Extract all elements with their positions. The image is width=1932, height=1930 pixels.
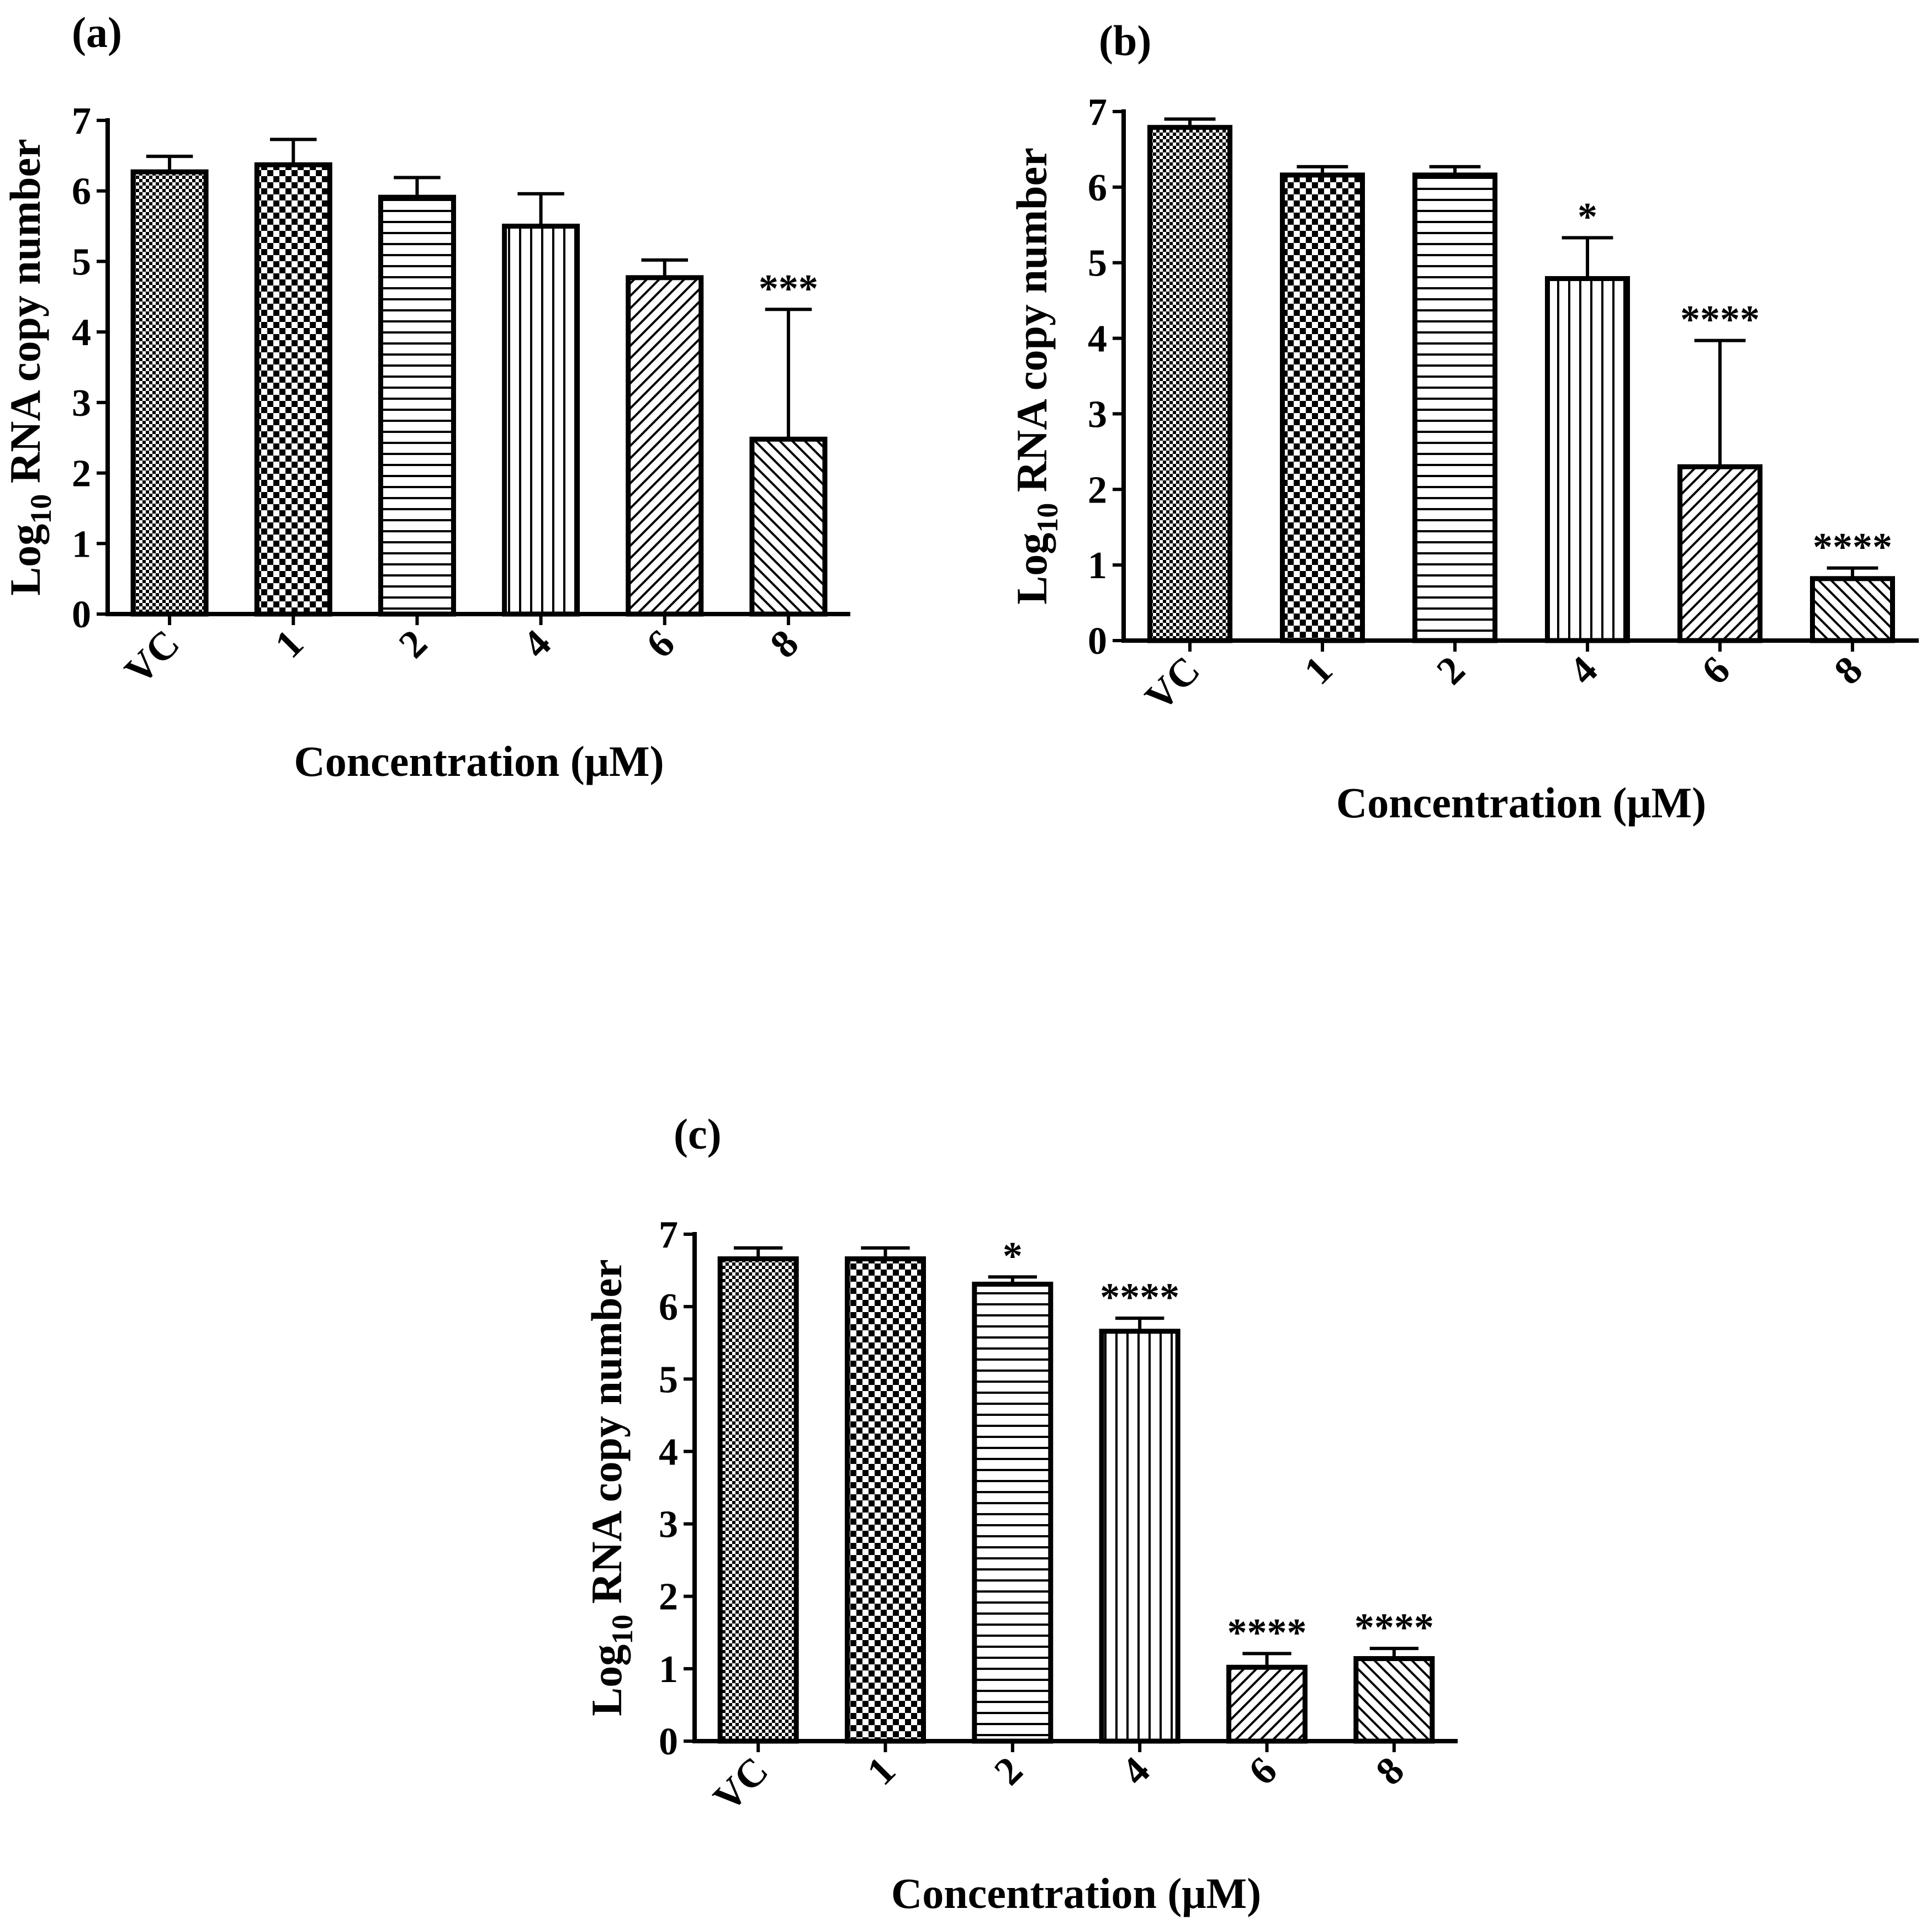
x-tick-label: 4 (1113, 1748, 1158, 1794)
y-tick-label: 4 (659, 1431, 678, 1473)
x-tick-label: 8 (1367, 1748, 1412, 1794)
panel-label: (b) (1099, 17, 1151, 65)
significance-label: **** (1680, 298, 1760, 342)
bar (749, 436, 828, 617)
x-tick-label: 2 (1428, 648, 1473, 693)
y-tick-label: 1 (72, 523, 91, 565)
x-tick-label: 4 (1560, 648, 1606, 693)
y-tick-label: 2 (659, 1576, 678, 1619)
y-tick-label: 2 (72, 453, 91, 495)
x-axis-title: Concentration (μM) (1336, 779, 1706, 827)
y-tick-label: 6 (659, 1286, 678, 1329)
y-axis-title: Log10 RNA copy number (1, 139, 57, 596)
y-tick-label: 6 (72, 171, 91, 213)
y-axis-title-prefix: Log (583, 1645, 631, 1716)
y-tick-label: 0 (659, 1721, 678, 1763)
y-axis-title-prefix: Log (1008, 533, 1056, 605)
y-axis-title-suffix: RNA copy number (583, 1259, 631, 1615)
y-tick-label: 3 (1088, 393, 1107, 436)
y-axis-title: Log10 RNA copy number (583, 1259, 639, 1716)
y-tick-label: 7 (1088, 91, 1107, 134)
x-axis-title: Concentration (μM) (891, 1869, 1261, 1917)
y-tick-label: 0 (72, 594, 91, 636)
panel-label: (c) (674, 1110, 722, 1158)
x-tick-label: 1 (859, 1748, 904, 1794)
bar (717, 1256, 799, 1744)
y-axis-title-subscript: 10 (1031, 503, 1064, 533)
panel-a: (a) Concentration (μM) Log10 RNA copy nu… (1, 8, 850, 785)
y-axis-title-suffix: RNA copy number (1, 139, 49, 494)
y-axis-title: Log10 RNA copy number (1008, 147, 1064, 605)
bar (130, 169, 209, 617)
significance-label: **** (1813, 525, 1892, 569)
x-tick-label: 2 (986, 1748, 1031, 1794)
x-axis-title: Concentration (μM) (294, 737, 664, 785)
y-axis-title-subscript: 10 (606, 1615, 639, 1645)
x-tick-label: 1 (1295, 648, 1341, 693)
x-tick-label: 4 (514, 621, 559, 667)
significance-label: **** (1227, 1610, 1307, 1654)
x-tick-label: VC (116, 621, 188, 693)
y-tick-label: 5 (72, 241, 91, 283)
y-tick-label: 1 (1088, 544, 1107, 587)
x-tick-label: 1 (267, 621, 312, 667)
x-tick-label: 2 (390, 621, 436, 667)
x-tick-label: 6 (1693, 648, 1738, 693)
y-tick-label: 7 (72, 100, 91, 142)
y-tick-label: 0 (1088, 620, 1107, 663)
x-tick-label: 8 (761, 621, 807, 667)
bar (254, 162, 332, 617)
y-tick-label: 2 (1088, 469, 1107, 511)
y-tick-label: 3 (659, 1504, 678, 1546)
bar (1412, 172, 1497, 643)
y-tick-label: 1 (659, 1648, 678, 1691)
bar (1545, 276, 1630, 643)
bar (1280, 172, 1365, 643)
y-tick-label: 4 (1088, 318, 1107, 361)
bar (1810, 576, 1895, 643)
y-axis-title-suffix: RNA copy number (1008, 147, 1056, 503)
y-tick-label: 4 (72, 311, 91, 354)
bar (378, 194, 456, 617)
bar (845, 1256, 926, 1744)
panel-c: (c) Concentration (μM) Log10 RNA copy nu… (583, 1110, 1458, 1917)
panel-b: (b) Concentration (μM) Log10 RNA copy nu… (1008, 17, 1919, 827)
bar (1099, 1329, 1181, 1744)
significance-label: *** (759, 266, 818, 310)
bar (1226, 1664, 1308, 1744)
x-tick-label: VC (705, 1748, 776, 1820)
significance-label: **** (1354, 1605, 1434, 1649)
y-tick-label: 7 (659, 1214, 678, 1256)
y-tick-label: 5 (1088, 242, 1107, 285)
y-axis-title-subscript: 10 (24, 494, 57, 524)
y-tick-label: 5 (659, 1358, 678, 1401)
bar (1353, 1656, 1435, 1744)
bar (1147, 125, 1232, 643)
bar (626, 275, 704, 617)
bar (502, 224, 580, 617)
x-tick-label: 6 (638, 621, 683, 667)
bar (972, 1281, 1054, 1744)
significance-label: * (1003, 1234, 1023, 1278)
panel-label: (a) (72, 8, 122, 56)
x-tick-label: 6 (1240, 1748, 1285, 1794)
x-tick-label: 8 (1825, 648, 1871, 693)
bar (1677, 464, 1762, 643)
significance-label: * (1578, 195, 1597, 239)
x-tick-label: VC (1136, 648, 1208, 720)
y-tick-label: 3 (72, 382, 91, 425)
y-tick-label: 6 (1088, 167, 1107, 209)
significance-label: **** (1100, 1275, 1179, 1319)
y-axis-title-prefix: Log (1, 524, 49, 596)
